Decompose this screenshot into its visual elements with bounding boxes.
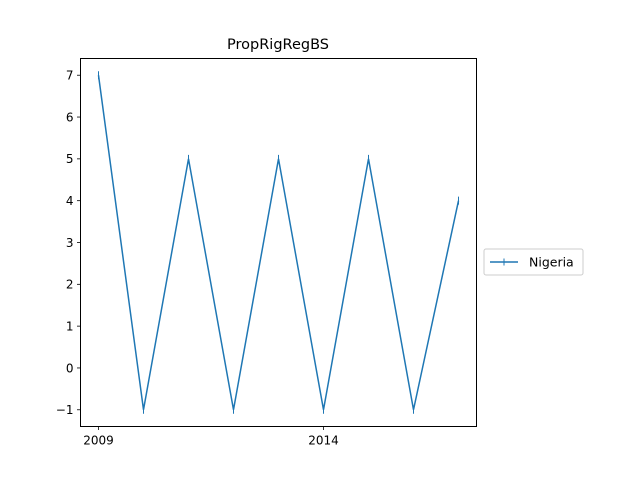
y-tick-label: 2 bbox=[66, 278, 74, 292]
x-axis: 2009 2014 bbox=[83, 426, 339, 448]
y-axis: −1 0 1 2 3 4 5 6 7 bbox=[56, 69, 81, 417]
legend: Nigeria bbox=[483, 248, 584, 276]
series-layer bbox=[97, 71, 460, 414]
x-tick-label: 2009 bbox=[83, 434, 114, 448]
legend-label-nigeria: Nigeria bbox=[529, 255, 574, 270]
y-tick-label: −1 bbox=[56, 403, 74, 417]
x-tick-label: 2014 bbox=[308, 434, 339, 448]
y-tick-label: 6 bbox=[66, 110, 74, 124]
y-tick-label: 0 bbox=[66, 361, 74, 375]
y-tick-label: 4 bbox=[66, 194, 74, 208]
y-tick-label: 3 bbox=[66, 236, 74, 250]
y-tick-label: 1 bbox=[66, 319, 74, 333]
y-tick-label: 7 bbox=[66, 69, 74, 83]
chart-title: PropRigRegBS bbox=[227, 37, 329, 53]
y-tick-label: 5 bbox=[66, 152, 74, 166]
legend-frame bbox=[483, 248, 584, 276]
